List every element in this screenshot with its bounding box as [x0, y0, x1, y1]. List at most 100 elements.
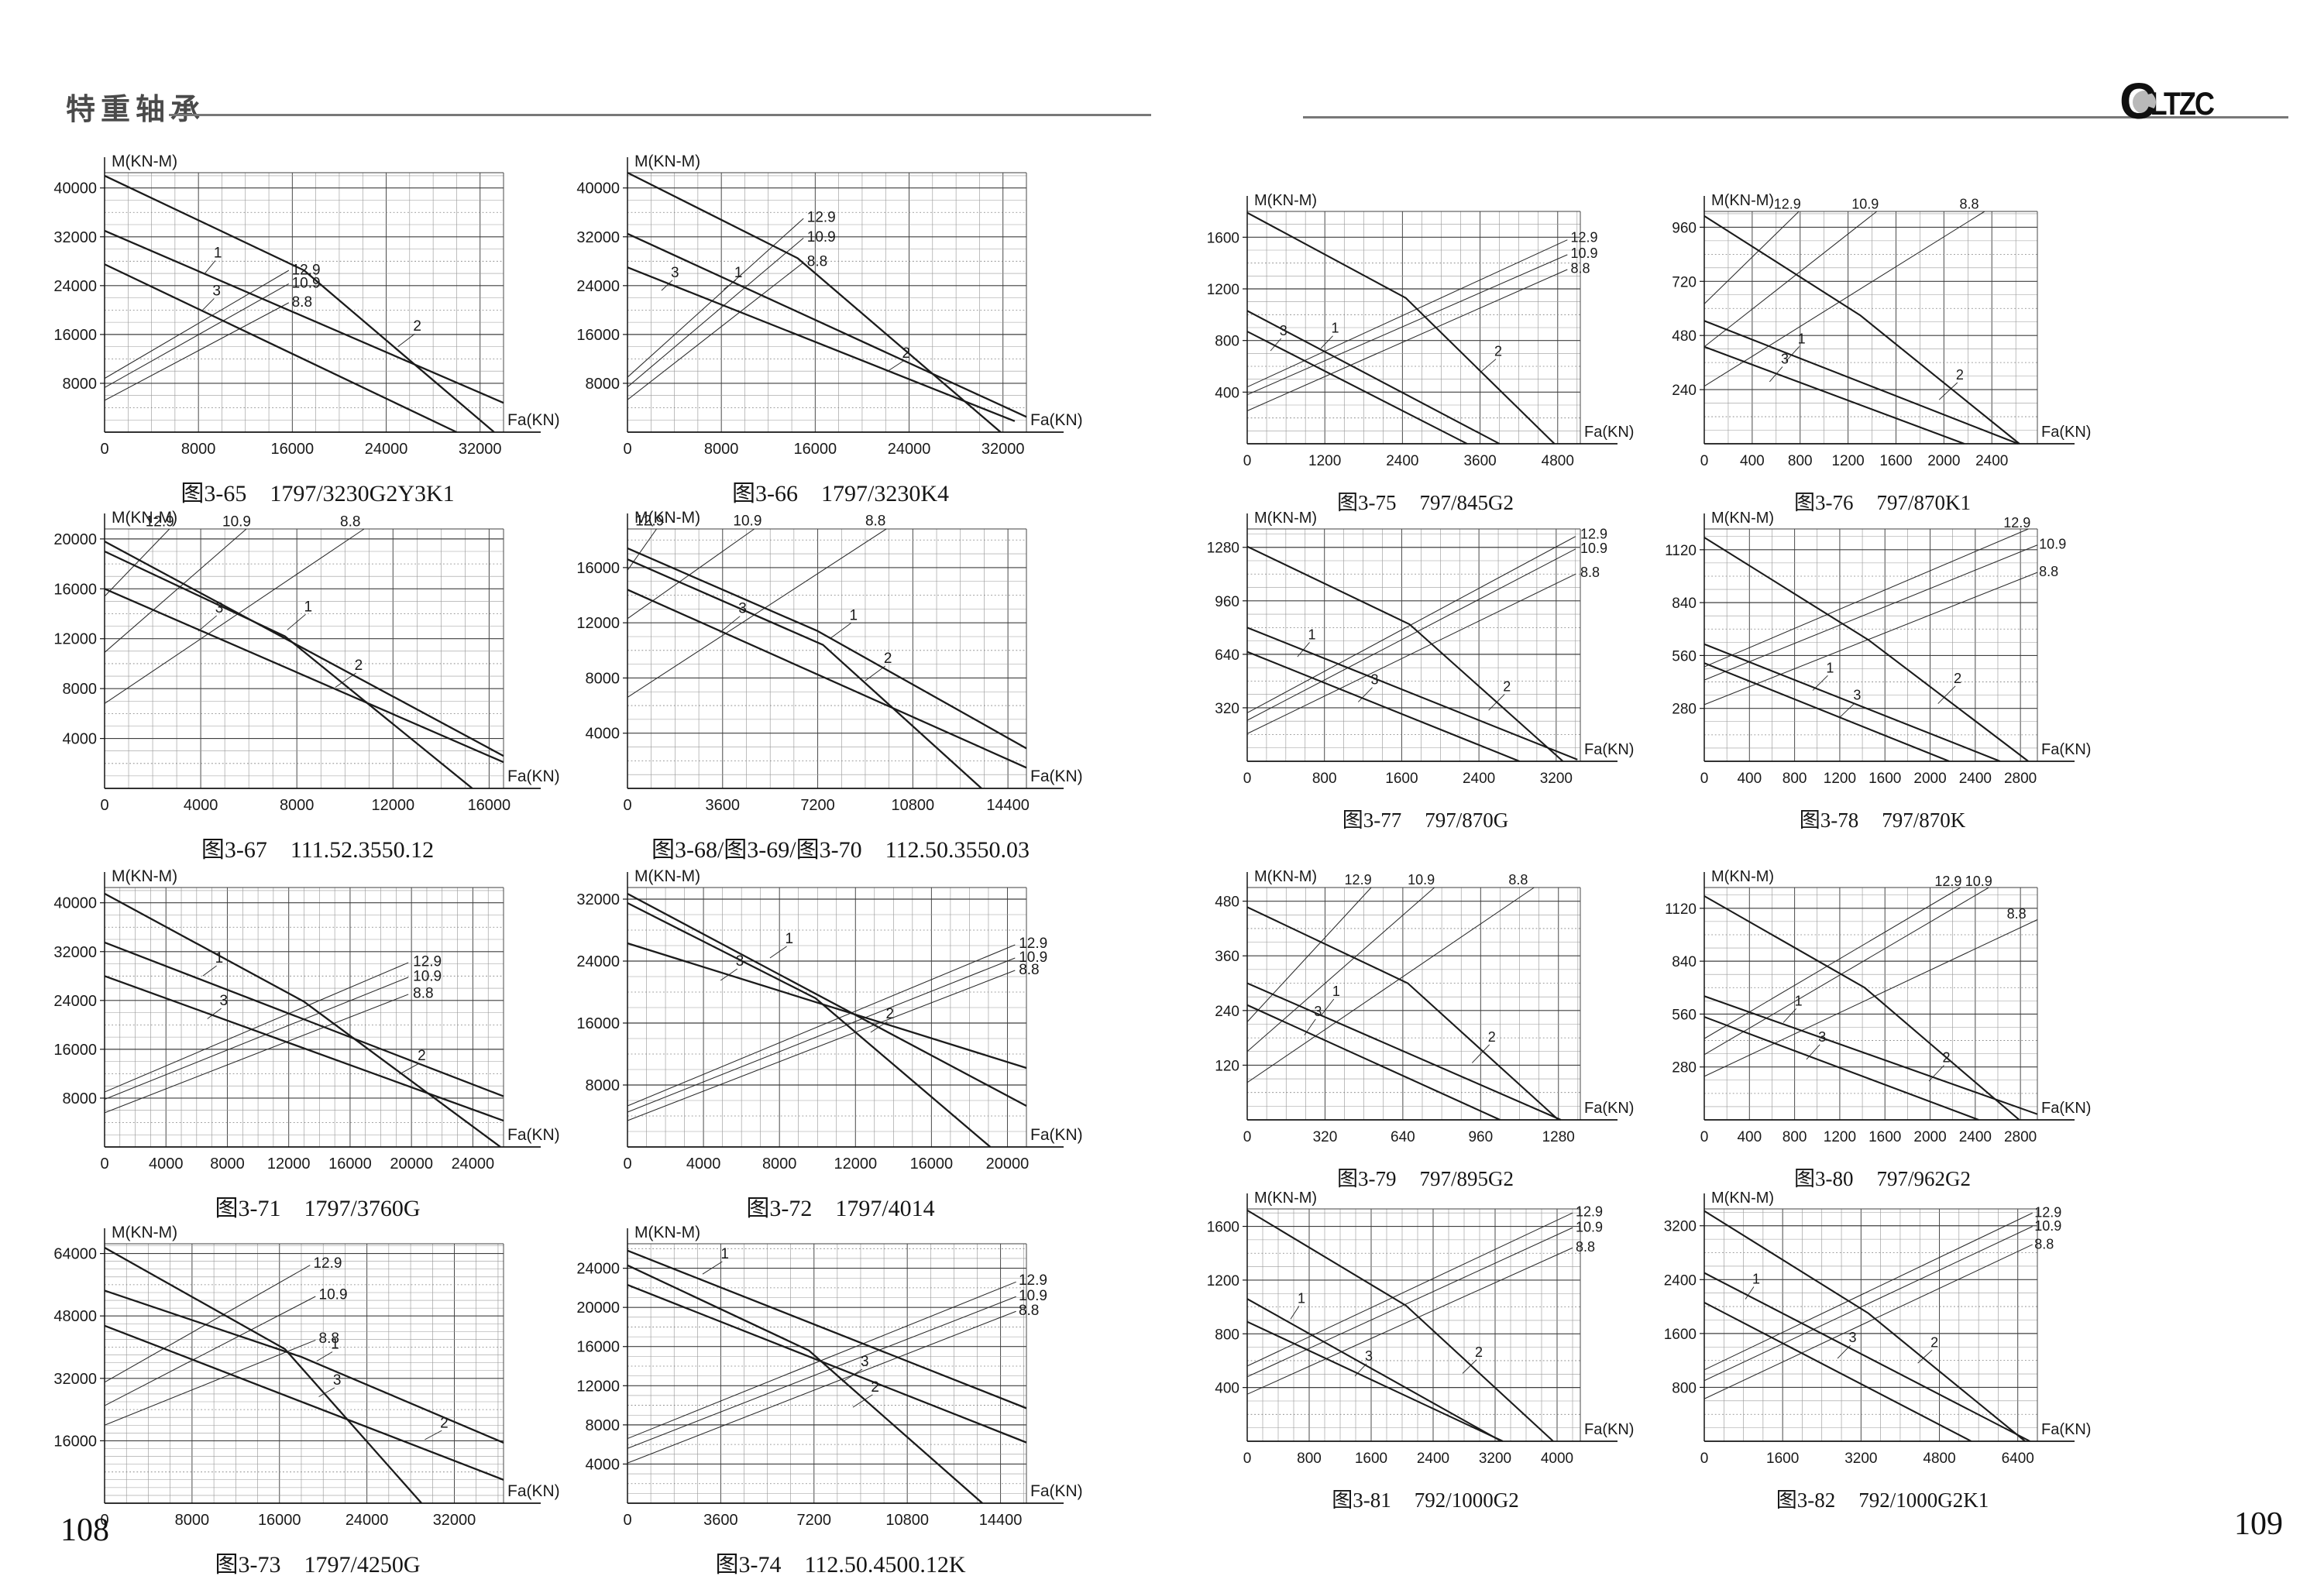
y-tick-label: 24000 — [53, 278, 97, 295]
x-tick-label: 0 — [1243, 453, 1252, 469]
curve-1 — [1703, 995, 2038, 1115]
grade-label: 10.9 — [222, 513, 251, 530]
x-tick-label: 3600 — [1463, 453, 1496, 469]
x-axis-title: Fa(KN) — [1584, 1421, 1634, 1438]
curve-1 — [1703, 1272, 2030, 1442]
fig-3-74-plot: 4000 8000 12000 16000 20000 24000 0 3600 7200 108… — [576, 1224, 1082, 1529]
axes: 240 480 720 960 0 400 800 1200 1600 2000 2400 M(KN-… — [1672, 192, 2091, 469]
chart-caption: 图3-65 1797/3230G2Y3K1 — [46, 474, 589, 508]
grade-label: 10.9 — [1019, 949, 1047, 966]
curve-1 — [104, 941, 504, 1097]
chart-caption: 图3-78 797/870K — [1646, 803, 2119, 833]
curve-2 — [104, 174, 495, 433]
chart-fig-3-67: 4000 8000 12000 16000 20000 0 4000 8000 12000 160… — [46, 507, 589, 864]
chart-caption: 图3-80 797/962G2 — [1646, 1162, 2119, 1192]
grade-lines: 12.910.98.8 — [104, 262, 321, 401]
x-tick-label: 12000 — [834, 1155, 877, 1173]
chart-caption: 图3-77 797/870G — [1189, 803, 1662, 833]
x-tick-label: 7200 — [797, 1512, 832, 1529]
grade-line-8.8 — [1703, 918, 2038, 1077]
x-tick-label: 14400 — [979, 1512, 1023, 1529]
grade-lines: 12.910.98.8 — [104, 1255, 348, 1426]
grade-label: 8.8 — [413, 985, 433, 1001]
curve-1 — [1703, 320, 2019, 445]
caption-bearing-model: 112.50.3550.03 — [885, 837, 1030, 863]
grade-line-8.8 — [1246, 573, 1576, 734]
x-tick-label: 24000 — [365, 441, 408, 458]
grade-line-12.9 — [627, 528, 657, 571]
caption-figure-number: 图3-79 — [1337, 1167, 1397, 1190]
y-tick-label: 8000 — [586, 376, 621, 393]
x-tick-label: 400 — [1737, 1129, 1762, 1145]
y-tick-label: 16000 — [576, 1015, 620, 1032]
y-tick-label: 640 — [1215, 647, 1239, 664]
x-tick-label: 7200 — [800, 797, 835, 814]
curve-1 — [1703, 643, 2001, 762]
grade-line-12.9 — [104, 528, 170, 597]
grade-label: 12.9 — [1774, 197, 1801, 212]
caption-bearing-model: 797/870K1 — [1876, 491, 1972, 514]
grade-label: 8.8 — [2039, 564, 2058, 579]
grade-label: 10.9 — [1580, 541, 1607, 556]
x-tick-label: 3200 — [1540, 771, 1573, 787]
grade-label: 12.9 — [292, 262, 321, 278]
caption-figure-number: 图3-75 — [1337, 491, 1397, 514]
y-tick-label: 24000 — [576, 953, 620, 970]
grade-label: 12.9 — [1580, 526, 1607, 541]
x-tick-label: 960 — [1468, 1129, 1493, 1145]
y-tick-label: 24000 — [576, 278, 620, 295]
x-tick-label: 2000 — [1913, 1129, 1946, 1145]
page-number-left: 108 — [60, 1512, 109, 1548]
curve-label: 1 — [1795, 993, 1803, 1008]
x-axis-title: Fa(KN) — [2041, 741, 2091, 758]
x-tick-label: 1280 — [1542, 1129, 1575, 1145]
grid — [627, 1243, 1027, 1503]
curves: 1 2 3 — [1246, 211, 1556, 445]
grade-line-12.9 — [104, 270, 290, 379]
y-tick-label: 1280 — [1207, 541, 1239, 557]
x-tick-label: 4800 — [1542, 453, 1574, 469]
axes: 400 800 1200 1600 0 1200 2400 3600 4800 M(KN-M) Fa… — [1207, 192, 1635, 469]
curve-label: 1 — [849, 608, 858, 624]
grade-line-8.8 — [1703, 1244, 2033, 1399]
y-tick-label: 720 — [1672, 274, 1697, 290]
curves: 1 2 3 — [104, 174, 504, 434]
y-tick-label: 800 — [1672, 1380, 1697, 1396]
curve-2 — [1703, 537, 2029, 762]
y-axis-title: M(KN-M) — [1254, 510, 1317, 527]
curve-3 — [627, 266, 1016, 422]
x-tick-label: 16000 — [271, 441, 315, 458]
grade-label: 12.9 — [635, 513, 664, 529]
grade-label: 10.9 — [807, 229, 836, 245]
y-axis-title: M(KN-M) — [634, 153, 700, 170]
curve-label: 1 — [331, 1337, 339, 1353]
grade-line-12.9 — [1703, 1212, 2033, 1371]
curve-3 — [104, 975, 504, 1122]
grade-label: 12.9 — [1570, 229, 1597, 245]
chart-fig-3-81: 400 800 1200 1600 0 800 1600 2400 3200 4000 M(KN-M… — [1189, 1187, 1662, 1513]
grade-label: 12.9 — [1019, 936, 1047, 952]
grade-label: 12.9 — [313, 1255, 342, 1272]
chart-caption: 图3-74 112.50.4500.12K — [569, 1545, 1112, 1576]
grade-line-10.9 — [1246, 887, 1435, 1052]
curve-label: 3 — [1371, 672, 1379, 688]
grade-line-12.9 — [104, 1265, 311, 1383]
curve-3 — [1703, 662, 1950, 762]
chart-fig-3-74: 4000 8000 12000 16000 20000 24000 0 3600 7200 108… — [569, 1222, 1112, 1576]
curve-label: 1 — [1752, 1272, 1760, 1287]
grade-line-12.9 — [627, 944, 1016, 1107]
x-tick-label: 800 — [1783, 771, 1807, 787]
grade-label: 8.8 — [1576, 1239, 1595, 1255]
grade-label: 12.9 — [1345, 872, 1372, 888]
grade-label: 8.8 — [2034, 1236, 2054, 1252]
x-tick-label: 400 — [1740, 453, 1765, 469]
grid — [105, 172, 504, 432]
y-tick-label: 560 — [1672, 648, 1697, 664]
x-tick-label: 3200 — [1479, 1451, 1511, 1467]
logo-letter-c: C — [2119, 72, 2157, 129]
grade-line-8.8 — [627, 970, 1016, 1121]
y-tick-label: 16000 — [576, 1339, 620, 1356]
grade-line-12.9 — [1246, 1212, 1573, 1367]
